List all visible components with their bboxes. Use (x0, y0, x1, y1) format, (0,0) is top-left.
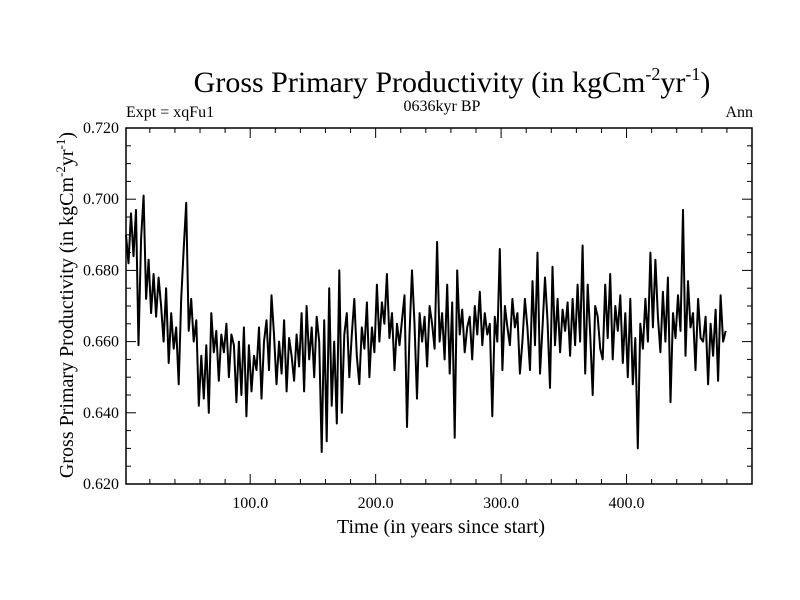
y-tick-label: 0.640 (83, 405, 119, 422)
y-tick-label: 0.720 (83, 120, 119, 137)
x-tick-label: 200.0 (358, 495, 394, 512)
series-line (125, 194, 727, 453)
axis-ticks (126, 127, 752, 485)
x-axis-tick-labels: 100.0 200.0 300.0 400.0 (232, 495, 644, 512)
y-tick-label: 0.660 (83, 334, 119, 351)
chart-title: Gross Primary Productivity (in kgCm-2yr-… (194, 64, 711, 99)
y-tick-label: 0.700 (83, 191, 119, 208)
x-tick-label: 400.0 (609, 495, 645, 512)
y-tick-label: 0.680 (83, 262, 119, 279)
x-tick-label: 300.0 (483, 495, 519, 512)
experiment-label: Expt = xqFu1 (126, 104, 214, 121)
plot-frame (125, 127, 753, 485)
season-label: Ann (725, 104, 753, 121)
x-tick-label: 100.0 (232, 495, 268, 512)
y-axis-tick-labels: 0.620 0.640 0.660 0.680 0.700 0.720 (83, 120, 119, 493)
y-tick-label: 0.620 (83, 476, 119, 493)
x-axis-label: Time (in years since start) (337, 516, 545, 538)
period-label: 0636kyr BP (404, 98, 481, 115)
y-axis-label: Gross Primary Productivity (in kgCm-2yr-… (53, 132, 78, 478)
